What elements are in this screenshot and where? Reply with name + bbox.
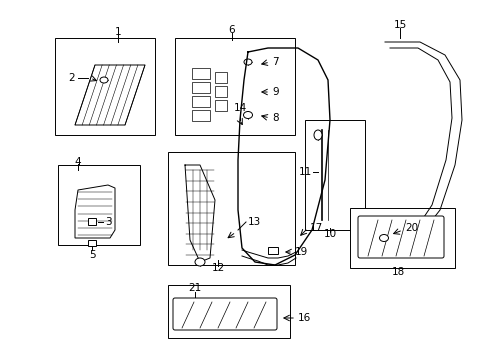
Text: 3: 3: [105, 217, 111, 227]
Text: 11: 11: [298, 167, 311, 177]
Bar: [215, 72, 226, 83]
Bar: [267, 247, 278, 254]
Text: 2: 2: [68, 73, 75, 83]
Text: 12: 12: [211, 263, 224, 273]
Text: 21: 21: [188, 283, 201, 293]
Ellipse shape: [100, 77, 108, 83]
Text: 6: 6: [228, 25, 235, 35]
FancyBboxPatch shape: [173, 298, 276, 330]
Text: 4: 4: [75, 157, 81, 167]
Bar: [55, 38, 155, 135]
Bar: [175, 38, 294, 135]
Bar: [88, 240, 96, 246]
Bar: [305, 120, 364, 230]
Bar: [88, 218, 96, 225]
Ellipse shape: [313, 130, 321, 140]
Text: 19: 19: [294, 247, 307, 257]
Ellipse shape: [195, 258, 204, 266]
Bar: [192, 82, 209, 93]
Text: 20: 20: [404, 223, 417, 233]
Bar: [168, 152, 294, 265]
Bar: [192, 96, 209, 107]
Text: 10: 10: [323, 229, 336, 239]
Bar: [168, 285, 289, 338]
Bar: [349, 208, 454, 268]
Text: 16: 16: [297, 313, 311, 323]
Text: 17: 17: [309, 223, 323, 233]
Text: 13: 13: [247, 217, 261, 227]
Text: 7: 7: [271, 57, 278, 67]
Bar: [58, 165, 140, 245]
Text: 8: 8: [271, 113, 278, 123]
Ellipse shape: [244, 59, 251, 65]
Text: 14: 14: [233, 103, 246, 113]
Ellipse shape: [379, 234, 387, 242]
FancyBboxPatch shape: [357, 216, 443, 258]
Text: 5: 5: [88, 250, 95, 260]
Bar: [215, 100, 226, 111]
Bar: [192, 68, 209, 79]
Ellipse shape: [243, 112, 252, 118]
Bar: [192, 110, 209, 121]
Text: 1: 1: [115, 27, 121, 37]
Text: 9: 9: [271, 87, 278, 97]
Text: 18: 18: [390, 267, 404, 277]
Bar: [215, 86, 226, 97]
Text: 15: 15: [392, 20, 406, 30]
